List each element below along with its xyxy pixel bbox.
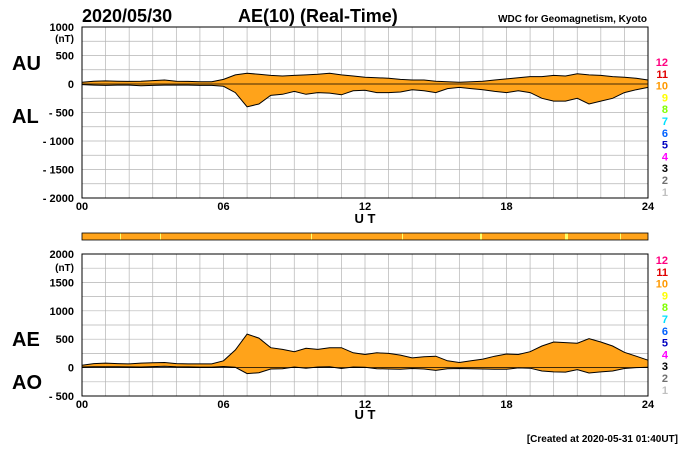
station-count-label: 9 [662, 290, 668, 302]
y-tick-label: 0 [68, 79, 74, 91]
y-tick-label: - 500 [49, 108, 74, 120]
coverage-highlight [311, 233, 312, 240]
station-count-label: 4 [662, 151, 669, 163]
station-count-label: 8 [662, 302, 668, 314]
date-title: 2020/05/30 [82, 6, 172, 26]
station-count-label: 4 [662, 349, 669, 361]
station-coverage-bar [81, 232, 649, 241]
y-tick-label: 1500 [50, 277, 74, 289]
station-count-label: 3 [662, 163, 668, 175]
station-count-label: 2 [662, 373, 668, 385]
x-tick-label: 18 [500, 399, 512, 411]
station-count-label: 1 [662, 385, 668, 397]
station-count-label: 6 [662, 128, 668, 140]
plot-frame [81, 26, 649, 199]
station-count-label: 8 [662, 104, 668, 116]
station-count-label: 12 [656, 255, 668, 267]
coverage-highlight [620, 233, 621, 240]
x-tick-label: 24 [642, 201, 655, 213]
y-unit-label: (nT) [55, 263, 74, 274]
x-tick-label: 06 [217, 201, 229, 213]
y-tick-label: 2000 [50, 249, 74, 261]
station-count-label: 2 [662, 175, 668, 187]
y-tick-label: 1000 [50, 22, 74, 34]
y-tick-label: 500 [56, 51, 74, 63]
y-unit-label: (nT) [55, 34, 74, 45]
coverage-highlight [160, 233, 161, 240]
series-line-au [81, 72, 649, 83]
x-axis-label: U T [355, 407, 376, 422]
y-tick-label: - 500 [49, 391, 74, 403]
station-count-label: 12 [656, 57, 668, 69]
station-count-label: 7 [662, 116, 668, 128]
station-count-label: 11 [656, 267, 668, 279]
ae-label: AE [12, 329, 40, 351]
plot-frame [81, 253, 649, 397]
x-tick-label: 18 [500, 201, 512, 213]
station-count-label: 5 [662, 338, 668, 350]
station-count-label: 9 [662, 92, 668, 104]
created-timestamp: [Created at 2020-05-31 01:40UT] [527, 434, 678, 445]
y-tick-label: 1000 [50, 306, 74, 318]
coverage-highlight [120, 233, 121, 240]
y-tick-label: 500 [56, 334, 74, 346]
y-tick-label: - 1000 [43, 136, 74, 148]
ao-label: AO [12, 372, 42, 394]
series-line-ae [81, 333, 649, 366]
x-axis-label: U T [355, 211, 376, 226]
station-count-label: 11 [656, 69, 668, 81]
station-count-label: 7 [662, 314, 668, 326]
series-line-al [81, 84, 649, 108]
x-tick-label: 00 [76, 201, 88, 213]
station-count-label: 6 [662, 326, 668, 338]
coverage-highlight [480, 233, 482, 240]
y-tick-label: - 1500 [43, 165, 74, 177]
y-tick-label: 0 [68, 363, 74, 375]
x-tick-label: 24 [642, 399, 655, 411]
al-label: AL [12, 106, 39, 128]
activity-band [82, 334, 648, 374]
coverage-highlight [565, 233, 568, 240]
x-tick-label: 06 [217, 399, 229, 411]
y-tick-label: - 2000 [43, 193, 74, 205]
au-label: AU [12, 53, 41, 75]
station-count-label: 10 [656, 279, 668, 291]
x-tick-label: 12 [359, 399, 371, 411]
station-count-label: 1 [662, 187, 668, 199]
station-count-label: 10 [656, 81, 668, 93]
x-tick-label: 00 [76, 399, 88, 411]
station-count-label: 5 [662, 140, 668, 152]
coverage-highlight [402, 233, 403, 240]
organization-label: WDC for Geomagnetism, Kyoto [498, 14, 647, 25]
station-count-label: 3 [662, 361, 668, 373]
chart-title: AE(10) (Real-Time) [238, 6, 398, 26]
x-tick-label: 12 [359, 201, 371, 213]
